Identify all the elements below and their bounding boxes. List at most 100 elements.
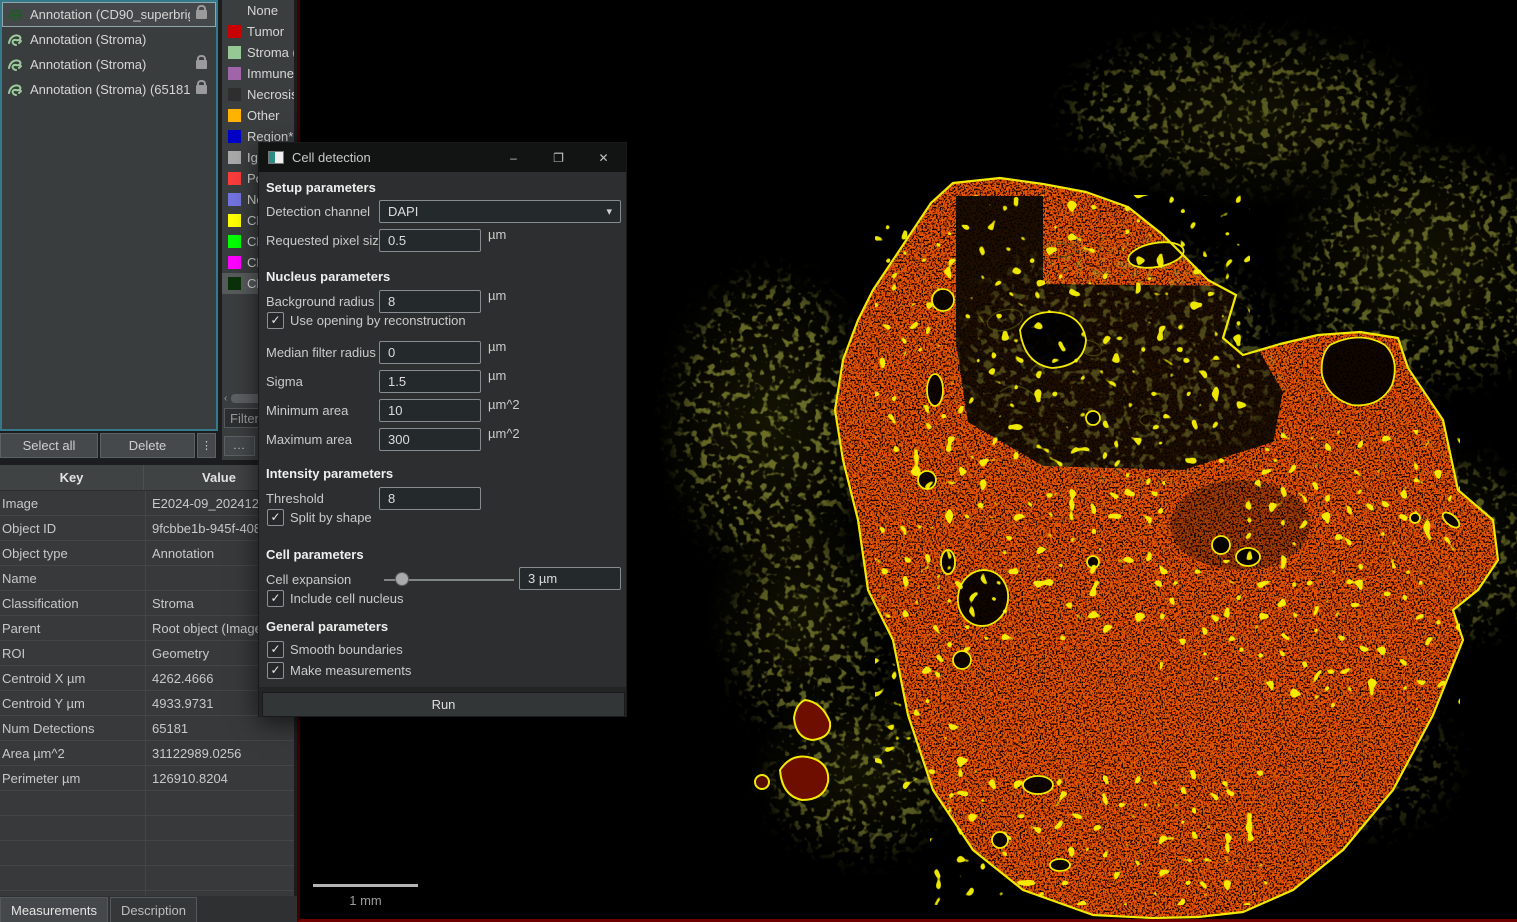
scrollbar-thumb[interactable] [231,394,272,403]
measurements-panel: Key Value Image E2024-09_20241213_ Objec… [0,465,294,916]
app-window-icon [268,151,284,164]
lock-icon [196,55,207,69]
detection-channel-select[interactable]: DAPI ▾ [379,200,621,223]
threshold-input[interactable] [379,487,481,510]
um-unit-label: µm [488,368,507,383]
table-value-cell: 4933.9731 [152,695,214,711]
class-more-button-1[interactable]: ... [224,436,255,456]
table-header: Key Value [0,465,294,491]
class-list-item[interactable]: Immune [222,63,294,84]
select-all-button[interactable]: Select all [0,433,98,458]
table-empty-row[interactable] [0,791,294,816]
table-body: Image E2024-09_20241213_ Object ID 9fcbb… [0,491,294,916]
cell-expansion-value[interactable]: 3 µm [519,567,621,590]
smooth-boundaries-checkbox[interactable]: ✓ [267,641,284,658]
maximize-button[interactable]: ❐ [553,150,564,165]
table-key-cell: Area µm^2 [0,741,146,765]
setup-parameters-header: Setup parameters [266,180,376,195]
key-column-header[interactable]: Key [0,465,144,490]
annotation-list-item[interactable]: Annotation (Stroma) [2,27,216,52]
run-button[interactable]: Run [262,692,625,717]
table-row[interactable]: Area µm^2 31122989.0256 [0,741,294,766]
table-row[interactable]: Centroid X µm 4262.4666 [0,666,294,691]
dialog-title: Cell detection [292,150,371,165]
class-list-item[interactable]: None [222,0,294,21]
cell-detection-dialog: Cell detection – ❐ ✕ Setup parameters De… [258,142,627,717]
table-value-cell [146,791,294,815]
class-list-item[interactable]: Region* [222,126,294,147]
class-color-swatch [228,151,241,164]
class-color-swatch [228,88,241,101]
annotation-scribble-icon [8,59,22,71]
minimum-area-input[interactable] [379,399,481,422]
scale-bar-label: 1 mm [349,893,382,908]
close-button[interactable]: ✕ [598,150,609,165]
tab-description[interactable]: Description [109,897,198,922]
include-cell-nucleus-checkbox[interactable]: ✓ [267,590,284,607]
detection-channel-value: DAPI [388,204,419,219]
table-row[interactable]: Name [0,566,294,591]
table-key-cell: ROI [0,641,146,665]
table-row[interactable]: ROI Geometry [0,641,294,666]
value-column-header[interactable]: Value [202,470,236,485]
sigma-input[interactable] [379,370,481,393]
tab-measurements[interactable]: Measurements [0,897,108,922]
delete-button[interactable]: Delete [100,433,195,458]
table-empty-row[interactable] [0,866,294,891]
cell-expansion-slider-track[interactable] [384,579,514,581]
annotation-scribble-icon [8,34,22,46]
lock-icon [196,80,207,94]
table-empty-row[interactable] [0,841,294,866]
make-measurements-label: Make measurements [290,663,412,678]
class-list-item[interactable]: Necrosis [222,84,294,105]
requested-pixel-size-input[interactable] [379,229,481,252]
more-options-button[interactable]: ⋮ [197,433,216,458]
table-row[interactable]: Image E2024-09_20241213_ [0,491,294,516]
median-filter-radius-input[interactable] [379,341,481,364]
annotation-list-item[interactable]: Annotation (CD90_superbright) [2,2,216,27]
minimize-button[interactable]: – [510,150,517,165]
table-value-cell: Geometry [152,645,210,661]
chevron-down-icon: ▾ [606,206,612,218]
dialog-title-bar[interactable]: Cell detection – ❐ ✕ [259,143,626,172]
background-radius-input[interactable] [379,290,481,313]
image-viewer[interactable]: 1 mm [297,0,1517,922]
class-list-item[interactable]: Stroma ( [222,42,294,63]
class-list-item[interactable]: Tumor [222,21,294,42]
class-color-swatch [228,172,241,185]
include-cell-nucleus-label: Include cell nucleus [290,591,404,606]
class-horizontal-scrollbar[interactable]: ‹ [222,392,294,405]
table-key-cell: Name [0,566,146,590]
table-row[interactable]: Perimeter µm 126910.8204 [0,766,294,791]
table-row[interactable]: Parent Root object (Image) [0,616,294,641]
cell-expansion-row: 3 µm [259,567,628,593]
scroll-left-icon[interactable]: ‹ [224,393,228,404]
class-color-swatch [228,214,241,227]
table-row[interactable]: Object type Annotation [0,541,294,566]
maximum-area-input[interactable] [379,428,481,451]
table-value-cell: Stroma [152,595,194,611]
annotation-list-item[interactable]: Annotation (Stroma) (65181 o... [2,77,216,102]
table-key-cell: Centroid Y µm [0,691,146,715]
table-key-cell: Classification [0,591,146,615]
table-key-cell: Centroid X µm [0,666,146,690]
annotation-list-item[interactable]: Annotation (Stroma) [2,52,216,77]
make-measurements-checkbox[interactable]: ✓ [267,662,284,679]
use-opening-checkbox[interactable]: ✓ [267,312,284,329]
table-row[interactable]: Object ID 9fcbbe1b-945f-4086- [0,516,294,541]
class-list-item[interactable]: Other [222,105,294,126]
table-row[interactable]: Centroid Y µm 4933.9731 [0,691,294,716]
table-value-cell [146,841,294,865]
table-empty-row[interactable] [0,816,294,841]
cell-expansion-slider-thumb[interactable] [395,572,409,586]
split-by-shape-checkbox[interactable]: ✓ [267,509,284,526]
table-value-cell: 31122989.0256 [152,745,242,761]
nucleus-parameters-header: Nucleus parameters [266,269,391,284]
use-opening-label: Use opening by reconstruction [290,313,466,328]
table-row[interactable]: Num Detections 65181 [0,716,294,741]
table-row[interactable]: Classification Stroma [0,591,294,616]
class-item-label: Immune [247,66,294,81]
table-value-cell: 4262.4666 [152,670,214,686]
class-color-swatch [228,235,241,248]
table-key-cell [0,866,146,890]
